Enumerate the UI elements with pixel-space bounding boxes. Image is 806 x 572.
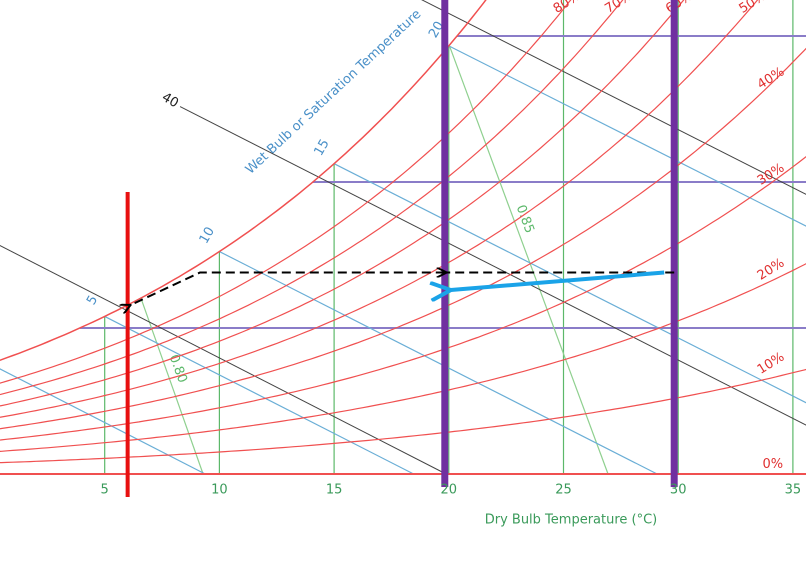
- rh-value: 10%: [755, 349, 787, 377]
- rh-label: 80%: [551, 0, 583, 16]
- rh-curve: [0, 156, 806, 441]
- rh-value: 40%: [755, 64, 787, 92]
- x-tick-label: 5: [101, 483, 109, 498]
- enthalpy-line: [179, 106, 806, 426]
- rh-curve: [0, 0, 759, 418]
- rh-label: 40%: [755, 64, 787, 92]
- rh-label: 70%: [602, 0, 634, 16]
- wet-bulb-line: [219, 251, 658, 475]
- rh-value: 70%: [602, 0, 634, 16]
- rh-label: 50%Relative Humidity: [736, 0, 806, 16]
- rh-curve: [0, 368, 806, 464]
- x-axis-title: Dry Bulb Temperature (°C): [485, 513, 658, 528]
- wet-bulb-line: [104, 315, 414, 475]
- overlay: [128, 0, 678, 497]
- rh-label: 30%: [755, 160, 787, 188]
- rh-value: 20%: [755, 255, 787, 283]
- x-tick-label: 35: [785, 483, 802, 498]
- volume-line: [448, 45, 609, 475]
- x-tick-label: 30: [670, 483, 687, 498]
- rh-value: 80%: [551, 0, 583, 16]
- volume-line: [140, 297, 204, 475]
- wet-bulb-label: 10: [197, 225, 218, 247]
- x-tick-label: 15: [326, 483, 343, 498]
- rh-label: 60%: [663, 0, 695, 16]
- rh-label: 20%: [755, 255, 787, 283]
- rh-curve: [0, 0, 685, 407]
- rh-label: 10%: [755, 349, 787, 377]
- wet-bulb-label: 5: [84, 293, 101, 308]
- rh-curve: [0, 47, 806, 430]
- enthalpy-line: [421, 0, 806, 195]
- rh-value: 50%: [736, 0, 768, 16]
- rh-curve: [0, 263, 806, 453]
- rh-curve: [0, 0, 572, 384]
- rh-value: 0%: [762, 457, 783, 472]
- dashed-arrow-dew: [131, 271, 445, 305]
- wet-bulb-line: [333, 163, 806, 404]
- rh-curve: [0, 0, 624, 396]
- wet-bulb-line: [0, 368, 206, 475]
- saturation-curve: [0, 0, 487, 362]
- x-tick-label: 20: [441, 483, 458, 498]
- rh-label: 0%: [762, 457, 783, 472]
- x-tick-label: 25: [555, 483, 572, 498]
- wet-bulb-line: [448, 45, 806, 227]
- rh-value: 30%: [755, 160, 787, 188]
- rh-value: 60%: [663, 0, 695, 16]
- enthalpy-line: [0, 245, 447, 475]
- blue-arrow: [451, 270, 665, 291]
- x-tick-label: 10: [211, 483, 228, 498]
- enthalpy-label: 40: [159, 90, 181, 111]
- wet-bulb-label: 15: [311, 137, 332, 159]
